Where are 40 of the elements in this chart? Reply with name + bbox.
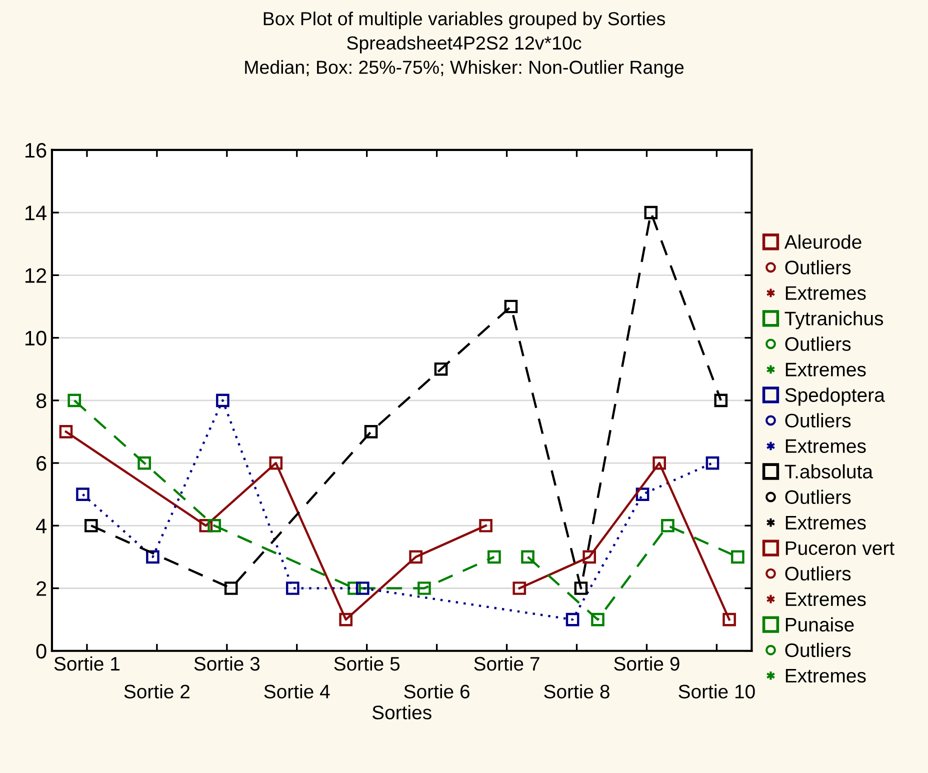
legend-label: Spedoptera — [785, 388, 885, 406]
legend-label: Tytranichus — [784, 311, 884, 330]
chart-subtitle: Spreadsheet4P2S2 12v*10c Median; Box: 25%-75%; Whisker: Non-Outlier Range — [245, 36, 684, 78]
x-tick-label: Sortie 8 — [544, 684, 610, 698]
x-tick-label: Sortie 5 — [334, 656, 400, 671]
legend-label: Punaise — [786, 617, 854, 632]
y-tick-label: 14 — [26, 206, 46, 220]
legend-label: Extremes — [786, 362, 866, 376]
y-tick-label: 4 — [36, 518, 46, 534]
x-tick-label: Sortie 9 — [614, 656, 680, 671]
y-tick-label: 10 — [26, 330, 46, 346]
legend-label: Outliers — [785, 566, 851, 581]
legend-label: Extremes — [786, 516, 866, 530]
legend-label: Outliers — [785, 336, 851, 351]
legend-label: Extremes — [786, 592, 866, 606]
legend-label: Outliers — [785, 260, 851, 274]
y-tick-label: 2 — [36, 581, 46, 596]
chart-title: Box Plot of multiple variables grouped by Sorties — [264, 12, 666, 30]
legend-label: Outliers — [785, 642, 851, 658]
legend-label: Extremes — [786, 669, 866, 683]
x-tick-label: Sortie 3 — [194, 656, 260, 671]
legend-label: Outliers — [785, 413, 851, 428]
y-tick-label: 8 — [36, 393, 46, 408]
legend-label: Extremes — [786, 286, 866, 300]
legend-label: Outliers — [785, 490, 851, 504]
y-tick-label: 6 — [36, 456, 46, 471]
x-tick-label: Sortie 1 — [54, 656, 120, 671]
legend-label: Puceron vert — [786, 541, 894, 556]
y-tick-label: 0 — [36, 644, 46, 659]
x-tick-label: Sortie 7 — [474, 656, 540, 671]
legend-label: T.absoluta — [784, 464, 873, 478]
x-tick-label: Sortie 4 — [264, 684, 330, 698]
x-tick-label: Sortie 10 — [678, 684, 755, 698]
x-tick-label: Sortie 2 — [124, 684, 190, 698]
x-tick-label: Sortie 6 — [404, 684, 470, 698]
legend-label: Aleurode — [784, 234, 862, 249]
x-axis-title: Sorties — [372, 705, 432, 720]
y-tick-label: 16 — [26, 142, 46, 158]
y-tick-label: 12 — [26, 268, 46, 283]
legend-label: Extremes — [786, 439, 866, 453]
